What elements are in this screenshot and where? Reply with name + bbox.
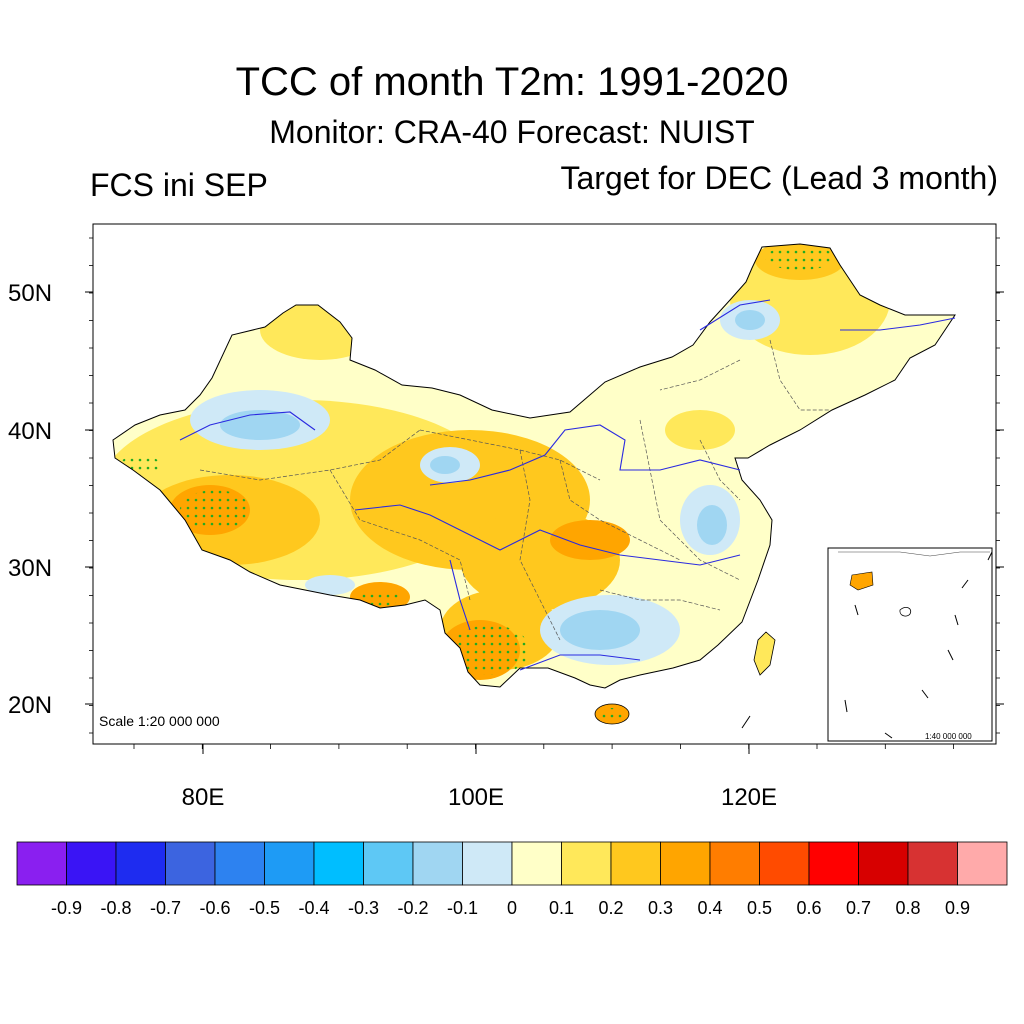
colorbar-swatch — [462, 841, 513, 886]
colorbar-swatch — [165, 841, 216, 886]
colorbar-label: 0.9 — [945, 898, 970, 918]
lon-label: 120E — [721, 784, 777, 811]
lon-label: 100E — [448, 784, 504, 811]
colorbar-label: 0.5 — [747, 898, 772, 918]
chart-subtitle: Monitor: CRA-40 Forecast: NUIST — [269, 114, 755, 150]
rivers — [179, 299, 956, 671]
colorbar-label: -0.8 — [100, 898, 131, 918]
colorbar-swatch — [66, 841, 117, 886]
colorbar-swatch — [264, 841, 315, 886]
colorbar-swatch — [709, 841, 760, 886]
colorbar-label: -0.5 — [249, 898, 280, 918]
inset-scale-text: 1:40 000 000 — [925, 732, 972, 741]
colorbar-swatch — [115, 841, 166, 886]
colorbar-label: -0.6 — [199, 898, 230, 918]
province-boundaries — [199, 339, 830, 641]
target-label: Target for DEC (Lead 3 month) — [560, 160, 998, 196]
scale-text: Scale 1:20 000 000 — [99, 713, 220, 729]
chart-title: TCC of month T2m: 1991-2020 — [235, 60, 789, 104]
colorbar-swatch — [561, 841, 612, 886]
lat-label: 50N — [8, 280, 52, 307]
colorbar-label: 0.7 — [846, 898, 871, 918]
colorbar-swatch — [907, 841, 958, 886]
colorbar-swatch — [412, 841, 463, 886]
colorbar-swatch — [660, 841, 711, 886]
lon-label: 80E — [182, 784, 225, 811]
country-outline — [112, 243, 956, 689]
colorbar-label: -0.9 — [51, 898, 82, 918]
colorbar-label: -0.3 — [348, 898, 379, 918]
lat-label: 40N — [8, 418, 52, 445]
colorbar-label: 0.8 — [895, 898, 920, 918]
colorbar-label: -0.4 — [298, 898, 329, 918]
colorbar-swatch — [957, 841, 1008, 886]
south-china-sea-inset: 1:40 000 000 — [827, 547, 993, 742]
colorbar-swatch — [511, 841, 562, 886]
colorbar-label: 0 — [507, 898, 517, 918]
colorbar-swatch — [610, 841, 661, 886]
forecast-init-label: FCS ini SEP — [90, 167, 268, 203]
lat-label: 20N — [8, 692, 52, 719]
map-axes: 50N 40N 30N 20N 80E 100E 120E — [8, 237, 1004, 811]
colorbar-swatch — [16, 841, 67, 886]
taiwan-island — [753, 631, 776, 676]
colorbar-label: -0.1 — [447, 898, 478, 918]
colorbar-swatch — [214, 841, 265, 886]
colorbar-swatch — [858, 841, 909, 886]
islet-mark — [741, 715, 751, 729]
colorbar-swatch — [808, 841, 859, 886]
colorbar-label: 0.3 — [648, 898, 673, 918]
colorbar: -0.9 -0.8 -0.7 -0.6 -0.5 -0.4 -0.3 -0.2 -0.1 0 0.1… — [16, 841, 1008, 918]
colorbar-swatch — [363, 841, 414, 886]
lat-label: 30N — [8, 555, 52, 582]
colorbar-swatch — [759, 841, 810, 886]
colorbar-label: 0.1 — [549, 898, 574, 918]
colorbar-swatch — [313, 841, 364, 886]
colorbar-label: -0.7 — [150, 898, 181, 918]
colorbar-label: 0.6 — [796, 898, 821, 918]
colorbar-label: -0.2 — [397, 898, 428, 918]
colorbar-label: 0.2 — [598, 898, 623, 918]
colorbar-label: 0.4 — [697, 898, 722, 918]
